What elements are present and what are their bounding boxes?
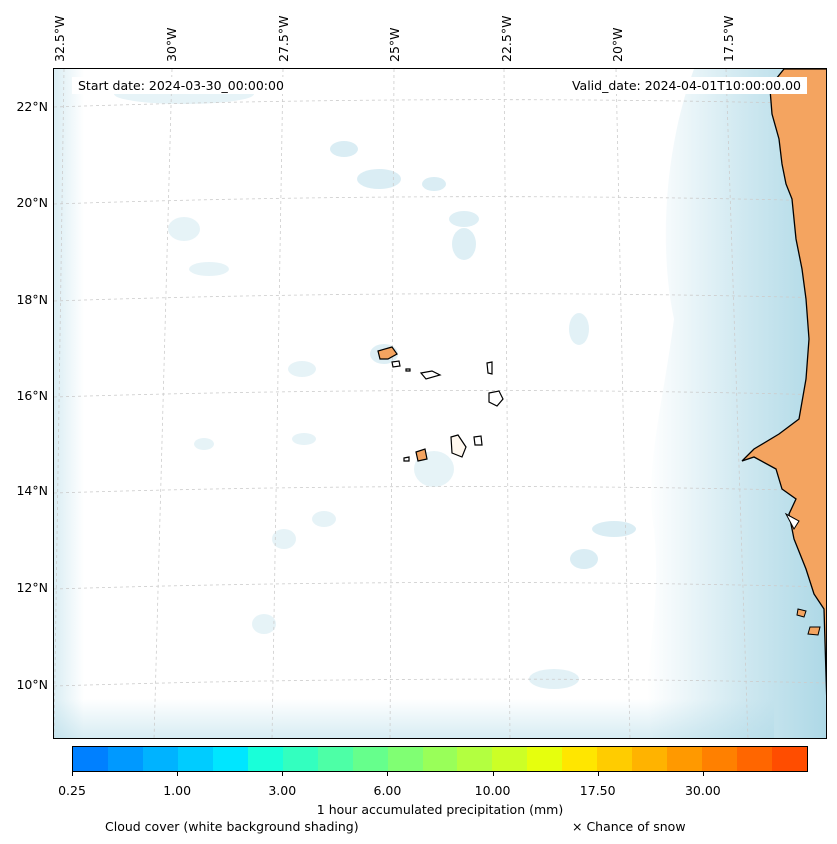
bissagos-island-1 [796,608,807,618]
colorbar-tick-mark [177,772,179,776]
colorbar-tick-mark [597,772,599,776]
island-santo-antao [377,346,398,360]
colorbar-segment-2 [142,747,178,771]
snow-chance-note: × Chance of snow [572,819,686,834]
lat-label-12n: 12°N [16,580,48,595]
island-santa-luzia [405,368,411,372]
colorbar-tick-label: 1.00 [163,783,192,798]
colorbar-segment-20 [772,747,808,771]
colorbar-tick-mark [282,772,284,776]
bissagos-island-2 [807,626,821,636]
colorbar-segment-14 [562,747,598,771]
colorbar-tick-label: 17.50 [579,783,616,798]
colorbar-segment-10 [422,747,458,771]
map-panel [53,68,827,739]
colorbar-title: 1 hour accumulated precipitation (mm) [316,802,564,817]
lon-label-20w: 20°W [610,27,625,62]
lat-label-10n: 10°N [16,677,48,692]
lat-label-22n: 22°N [16,99,48,114]
colorbar-segment-16 [632,747,668,771]
colorbar-segment-4 [212,747,248,771]
island-fogo [415,448,428,462]
lat-label-18n: 18°N [16,292,48,307]
colorbar-segment-15 [597,747,633,771]
lon-label-30w: 30°W [164,27,179,62]
lat-label-14n: 14°N [16,483,48,498]
colorbar-segment-5 [247,747,283,771]
island-santiago [450,434,467,458]
colorbar-tick-label: 10.00 [474,783,511,798]
lon-label-32-5w: 32.5°W [52,15,67,62]
island-brava [403,456,410,462]
precipitation-colorbar [72,746,808,772]
colorbar-segment-19 [737,747,773,771]
lat-label-20n: 20°N [16,195,48,210]
colorbar-tick-label: 3.00 [268,783,297,798]
coast-inlet [784,512,800,530]
colorbar-tick-label: 30.00 [684,783,721,798]
colorbar-segment-3 [177,747,213,771]
colorbar-tick-label: 6.00 [373,783,402,798]
colorbar-segment-9 [387,747,423,771]
cape-verde-islands [377,346,504,462]
lat-label-16n: 16°N [16,388,48,403]
island-sal [486,361,493,375]
cloud-shading [54,69,826,738]
start-date-label: Start date: 2024-03-30_00:00:00 [72,77,290,94]
island-sao-nicolau [419,370,442,380]
island-boa-vista [488,390,504,407]
lon-label-27-5w: 27.5°W [276,15,291,62]
island-maio [473,435,483,446]
colorbar-segment-8 [352,747,388,771]
colorbar-segment-7 [317,747,353,771]
africa-landmass [741,69,826,696]
colorbar-tick-mark [387,772,389,776]
lon-label-22-5w: 22.5°W [499,15,514,62]
lon-label-25w: 25°W [387,27,402,62]
colorbar-tick-mark [492,772,494,776]
valid-date-label: Valid_date: 2024-04-01T10:00:00.00 [565,77,807,94]
colorbar-segment-17 [667,747,703,771]
island-sao-vicente [391,360,401,368]
colorbar-segment-18 [702,747,738,771]
colorbar-segment-13 [527,747,563,771]
lon-label-17-5w: 17.5°W [721,15,736,62]
cloud-cover-note: Cloud cover (white background shading) [105,819,359,834]
colorbar-segment-12 [492,747,528,771]
colorbar-segment-1 [107,747,143,771]
colorbar-segment-11 [457,747,493,771]
map-gridlines [54,69,826,738]
colorbar-tick-mark [72,772,73,776]
colorbar-segment-0 [73,747,108,771]
colorbar-segment-6 [282,747,318,771]
colorbar-tick-label: 0.25 [58,783,86,798]
map-canvas [54,69,826,738]
colorbar-tick-mark [702,772,704,776]
